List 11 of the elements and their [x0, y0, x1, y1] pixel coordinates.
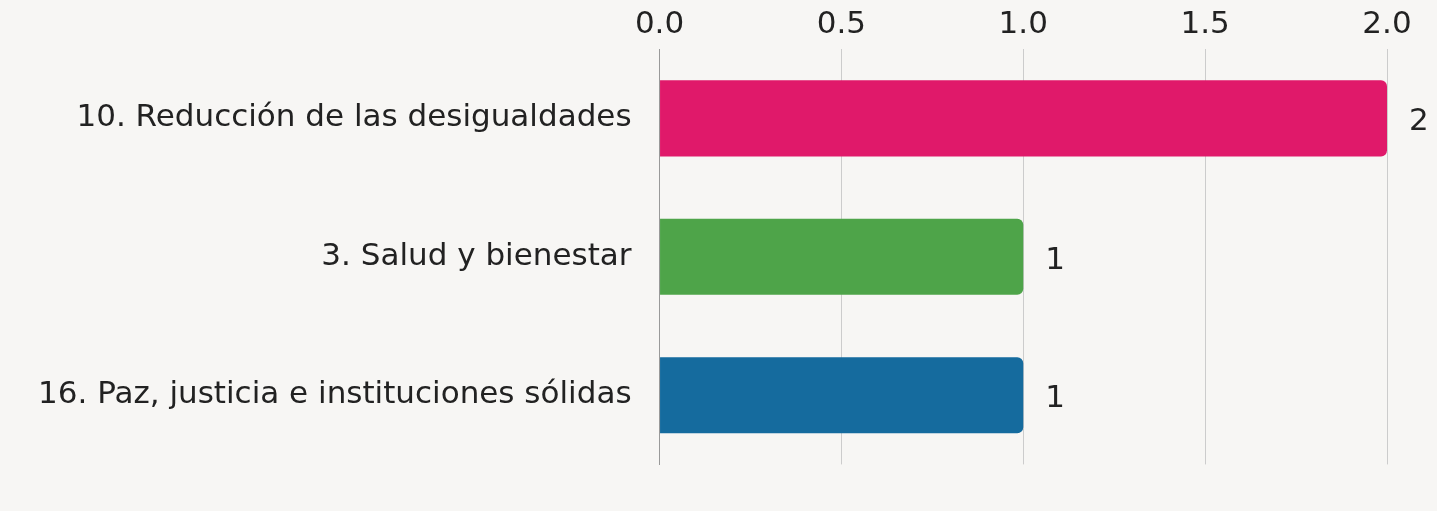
- data-label: 2: [1409, 101, 1429, 138]
- x-tick-label: 2.0: [1362, 3, 1412, 40]
- data-label: 1: [1045, 239, 1065, 276]
- x-tick-label: 0.0: [634, 3, 685, 40]
- y-tick-label: 16. Paz, justicia e instituciones sólidas: [37, 374, 632, 411]
- x-tick-label: 1.0: [998, 3, 1048, 40]
- x-tick-label: 1.5: [1180, 3, 1230, 40]
- y-tick-label: 10. Reducción de las desigualdades: [76, 97, 632, 134]
- data-label: 1: [1045, 378, 1065, 415]
- x-tick-label: 0.5: [816, 3, 867, 40]
- y-tick-label: 3. Salud y bienestar: [321, 235, 632, 272]
